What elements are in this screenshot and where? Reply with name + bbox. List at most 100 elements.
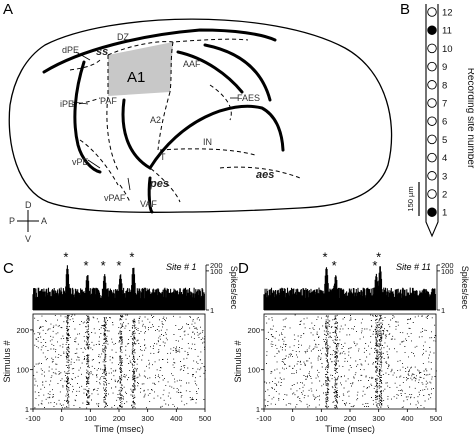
x-tick-label: -100 [25,414,40,423]
leader-dpe [75,51,91,61]
recording-site-3 [427,171,437,181]
site-number-10: 10 [442,44,453,55]
label-a2: A2 [150,115,161,125]
border-vpaf [119,184,131,203]
recording-site-1 [427,207,437,217]
border-dpe [69,59,101,71]
border-faes [209,84,232,121]
psth-y-tick-label: 100 [441,267,454,276]
aes-sulcus [121,98,285,171]
recording-site-4 [427,152,437,163]
a1-region [108,42,173,96]
border-vpe [79,139,119,186]
psth-y-axis-label: Spikes/sec [229,266,239,310]
raster-y-tick-label: 200 [16,326,29,335]
x-tick-label: -100 [256,414,271,423]
label-a1: A1 [127,69,145,86]
site-number-1: 1 [442,208,447,219]
site-number-labels: 12 11 10 9 8 7 6 5 4 3 2 1 [442,8,453,219]
peak-star: * [322,249,327,264]
orient-p: P [9,216,15,226]
x-tick-label: 100 [84,414,97,423]
raster-frame [32,313,206,410]
x-tick-label: 300 [372,414,385,423]
x-tick-label: 200 [113,414,126,423]
label-aaf: AAF [183,59,201,69]
site-number-2: 2 [442,190,447,201]
site-number-3: 3 [442,171,447,182]
psth-y-tick-label: 100 [210,267,223,276]
x-tick-label: 200 [344,414,357,423]
recording-sites [427,7,437,217]
raster-y-tick-label: 200 [247,326,260,335]
peak-star: * [116,258,121,273]
border-a2 [159,148,256,156]
label-faes: FAES [237,93,260,103]
site-number-6: 6 [442,117,447,128]
label-pes: pes [149,178,169,190]
electrode-shank [425,4,439,238]
border-paf [157,91,171,151]
x-tick-label: 500 [199,414,212,423]
label-in: IN [203,137,212,147]
recording-site-11 [427,25,437,35]
label-vpaf: vPAF [104,193,126,203]
raster-spikes [33,314,206,409]
raster-spikes [264,314,437,409]
x-tick-label: 300 [141,414,154,423]
orient-a: A [41,216,47,226]
psth-y-tick-label: 200 [441,261,454,270]
x-axis-label: Time (msec) [325,424,375,434]
x-tick-label: 0 [291,414,295,423]
recording-site-6 [427,116,437,126]
orientation-cross: D V P A [9,200,47,244]
raster-y-tick-label: 100 [16,366,29,375]
recording-site-2 [427,189,437,199]
x-tick-label: 400 [170,414,183,423]
peak-star: * [63,249,68,264]
ss-posterior-limb [73,60,102,174]
label-ss: ss [96,46,108,58]
panel-c-site-label: Site # 1 [166,262,197,272]
site-number-4: 4 [442,153,447,164]
area-borders [69,38,301,203]
recording-site-7 [427,98,437,108]
panel-d-letter: D [238,260,249,277]
leader-lines [71,51,238,191]
psth-histogram [32,265,205,310]
panel-d: D Site # 11 ** **2001001Spikes/sec2001001… [233,249,470,434]
recording-site-5 [427,134,437,145]
raster-y-tick-label: 1 [256,405,260,414]
peak-star: * [129,249,134,264]
raster-y-tick-label: 1 [25,405,29,414]
psth-histogram [263,266,436,310]
label-ipe: iPE [60,99,74,109]
leader-vpe [87,159,101,169]
ss-anterior-limb [176,50,244,94]
x-axis-label: Time (msec) [94,424,144,434]
label-paf: PAF [100,96,117,106]
raster-y-axis-label: Stimulus # [2,340,12,382]
leader-vpaf [127,177,131,191]
site-number-11: 11 [442,26,452,37]
recording-site-axis-label: Recording site number [465,68,474,169]
label-vpe: vPE [72,157,89,167]
site-number-9: 9 [442,62,447,73]
recording-site-8 [427,80,437,90]
peak-star: * [332,258,337,273]
x-tick-label: 0 [60,414,64,423]
site-number-8: 8 [442,80,447,91]
pes-sulcus [147,176,154,214]
site-number-7: 7 [442,99,447,110]
psth-y-tick-label: 200 [210,261,223,270]
orient-v: V [25,234,31,244]
recording-site-10 [427,43,437,54]
panel-c: C Site # 1 ** * **2001001Spikes/sec2001001… [2,249,239,434]
sss-branch [203,43,272,102]
orient-d: D [25,200,32,210]
panel-a-letter: A [3,1,13,18]
border-ipe [71,97,101,106]
x-tick-label: 500 [430,414,443,423]
